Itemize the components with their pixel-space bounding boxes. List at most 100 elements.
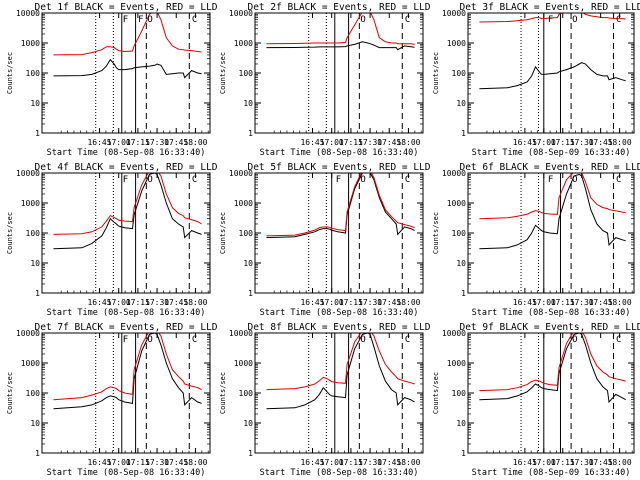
y-tick-label: 1000 — [234, 199, 253, 208]
plot-frame — [467, 12, 635, 134]
y-tick-label: 100 — [239, 389, 254, 398]
lld-series-line — [53, 13, 202, 56]
x-tick-label: 16:45 — [87, 458, 111, 467]
y-tick-label: 1 — [461, 289, 466, 298]
lld-series-line — [266, 173, 415, 237]
x-tick-label: 17:30 — [145, 138, 169, 147]
y-axis-label: Counts/sec — [6, 212, 14, 254]
y-tick-label: 10000 — [229, 329, 253, 338]
x-tick-label: 17:15 — [339, 298, 363, 307]
y-tick-label: 10 — [456, 259, 466, 268]
x-tick-label: 18:00 — [183, 298, 207, 307]
x-tick-label: 16:45 — [513, 458, 537, 467]
y-tick-label: 1000 — [447, 39, 466, 48]
y-tick-label: 10 — [30, 419, 40, 428]
y-tick-label: 10000 — [229, 9, 253, 18]
x-tick-label: 18:00 — [608, 458, 632, 467]
chart-panel-4: Det 4f BLACK = Events, RED = LLD F O C 1 10 10… — [6, 162, 218, 318]
x-axis-label: Start Time (08-Sep-08 16:33:40) — [47, 308, 206, 318]
x-axis-label: Start Time (08-Sep-09 16:33:40) — [472, 468, 631, 478]
x-tick-label: 17:45 — [377, 138, 401, 147]
x-tick-label: 17:45 — [377, 298, 401, 307]
chart-panel-5: Det 5f BLACK = Events, RED = LLD F O C 1 10 10… — [219, 162, 431, 318]
x-tick-label: 18:00 — [608, 298, 632, 307]
x-tick-label: 18:00 — [183, 458, 207, 467]
y-tick-label: 1 — [248, 449, 253, 458]
x-tick-label: 16:45 — [87, 138, 111, 147]
y-tick-label: 100 — [452, 389, 467, 398]
x-tick-label: 17:15 — [126, 458, 150, 467]
x-tick-label: 17:15 — [126, 298, 150, 307]
x-axis-label: Start Time (08-Sep-08 16:33:40) — [47, 148, 206, 158]
flag-marker-label: C — [405, 335, 410, 345]
chart-title: Det 3f BLACK = Events, RED = LLD — [459, 2, 640, 13]
x-tick-label: 17:45 — [164, 298, 188, 307]
events-series-line — [53, 58, 202, 79]
x-axis-label: Start Time (08-Sep-08 16:33:40) — [260, 308, 419, 318]
x-tick-label: 16:45 — [300, 458, 324, 467]
flag-marker-label: F — [548, 15, 553, 25]
chart-panel-8: Det 8f BLACK = Events, RED = LLD O C 1 10 100… — [219, 322, 431, 478]
y-tick-label: 1000 — [21, 359, 40, 368]
chart-title: Det 1f BLACK = Events, RED = LLD — [34, 2, 217, 13]
flag-marker-label: C — [405, 175, 410, 185]
flag-marker-label: F — [123, 335, 128, 345]
y-tick-label: 10 — [243, 99, 253, 108]
flag-marker-label: F — [336, 175, 341, 185]
flag-marker-label: F — [138, 15, 143, 25]
flag-marker-label: C — [192, 335, 197, 345]
x-tick-label: 17:30 — [358, 458, 382, 467]
x-tick-label: 17:45 — [377, 458, 401, 467]
y-tick-label: 100 — [26, 69, 41, 78]
flag-marker-label: C — [405, 15, 410, 25]
y-axis-label: Counts/sec — [6, 372, 14, 414]
x-tick-label: 16:45 — [513, 298, 537, 307]
y-tick-label: 100 — [239, 69, 254, 78]
y-tick-label: 100 — [452, 69, 467, 78]
x-tick-label: 17:30 — [145, 298, 169, 307]
events-series-line — [479, 173, 626, 250]
y-axis-label: Counts/sec — [432, 372, 440, 414]
lld-series-line — [479, 13, 626, 23]
x-tick-label: 16:45 — [300, 138, 324, 147]
y-tick-label: 1 — [461, 449, 466, 458]
flag-marker-label: O — [572, 335, 577, 345]
x-tick-label: 17:30 — [145, 458, 169, 467]
events-series-line — [266, 173, 415, 239]
y-tick-label: 1 — [248, 129, 253, 138]
flag-marker-label: O — [360, 335, 365, 345]
x-tick-label: 18:00 — [608, 138, 632, 147]
y-tick-label: 10000 — [442, 9, 466, 18]
chart-title: Det 6f BLACK = Events, RED = LLD — [459, 162, 640, 173]
y-axis-label: Counts/sec — [219, 212, 227, 254]
y-axis-label: Counts/sec — [432, 52, 440, 94]
x-tick-label: 17:00 — [107, 298, 131, 307]
x-tick-label: 17:15 — [551, 458, 575, 467]
x-tick-label: 17:30 — [570, 298, 594, 307]
y-tick-label: 10000 — [16, 169, 40, 178]
y-tick-label: 10 — [243, 419, 253, 428]
x-tick-label: 18:00 — [183, 138, 207, 147]
lld-series-line — [479, 333, 626, 392]
y-tick-label: 1 — [35, 129, 40, 138]
y-tick-label: 1000 — [447, 199, 466, 208]
x-tick-label: 17:45 — [589, 298, 613, 307]
x-tick-label: 17:30 — [570, 458, 594, 467]
flag-marker-label: F — [123, 15, 128, 25]
chart-panel-3: Det 3f BLACK = Events, RED = LLD F O C 1 10 10… — [432, 2, 640, 158]
x-tick-label: 17:45 — [589, 458, 613, 467]
x-tick-label: 17:00 — [320, 458, 344, 467]
x-tick-label: 17:45 — [164, 458, 188, 467]
lld-series-line — [479, 173, 626, 220]
flag-marker-label: O — [572, 175, 577, 185]
events-series-line — [53, 173, 202, 250]
flag-marker-label: O — [147, 175, 152, 185]
x-axis-label: Start Time (08-Sep-09 16:33:40) — [472, 148, 631, 158]
y-axis-label: Counts/sec — [219, 52, 227, 94]
lld-series-line — [266, 13, 415, 45]
y-tick-label: 1 — [248, 289, 253, 298]
y-tick-label: 100 — [26, 229, 41, 238]
chart-title: Det 2f BLACK = Events, RED = LLD — [247, 2, 430, 13]
